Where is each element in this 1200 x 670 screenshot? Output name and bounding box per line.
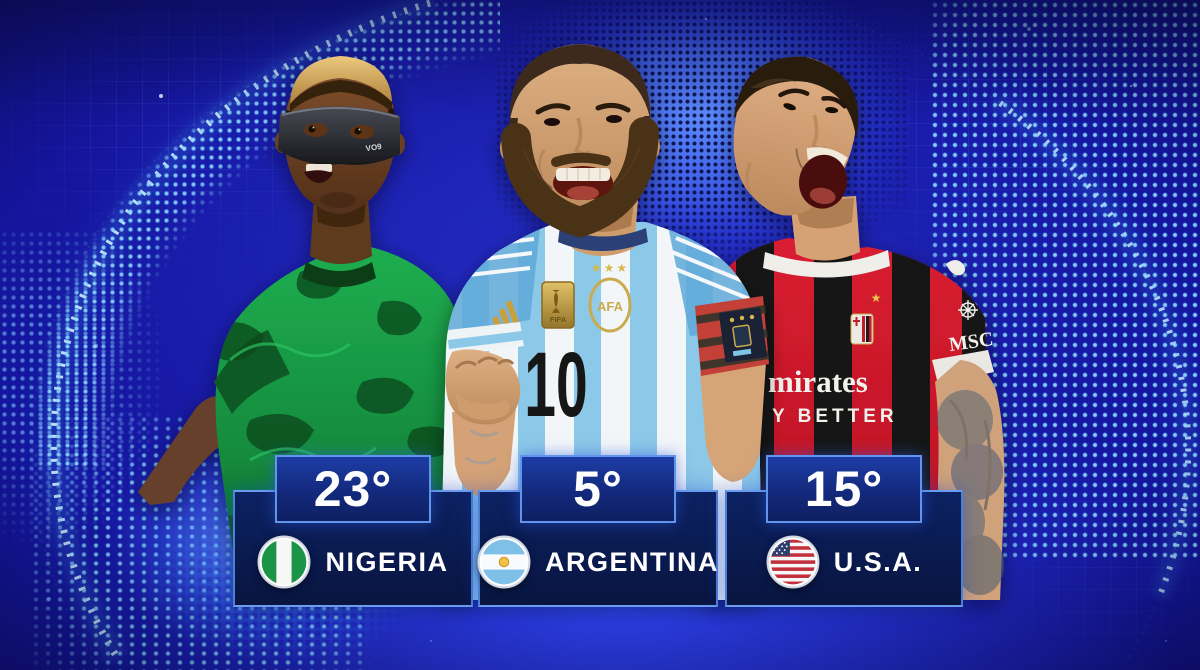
argentina-flag-icon	[477, 535, 531, 589]
rank-badge-argentina: 5°	[520, 455, 676, 523]
country-label: NIGERIA	[325, 546, 449, 577]
rank-value: 15°	[804, 461, 884, 517]
nigeria-flag-icon	[258, 535, 311, 589]
rank-card-nigeria: 23° NIGERIA	[233, 455, 473, 607]
rank-value: 23°	[313, 461, 393, 517]
continent-dots-right	[930, 0, 1200, 560]
rank-value: 5°	[573, 461, 623, 517]
country-label: ARGENTINA	[545, 546, 719, 577]
usa-flag-icon	[766, 535, 820, 589]
rank-card-argentina: 5° ARGENTINA	[477, 455, 719, 607]
rank-badge-nigeria: 23°	[275, 455, 431, 523]
rank-card-usa: 15° U.S.A.	[725, 455, 963, 607]
light-specks	[0, 0, 2, 2]
pixel-map-center	[495, 0, 910, 275]
country-label: U.S.A.	[833, 546, 923, 577]
rank-badge-usa: 15°	[766, 455, 922, 523]
